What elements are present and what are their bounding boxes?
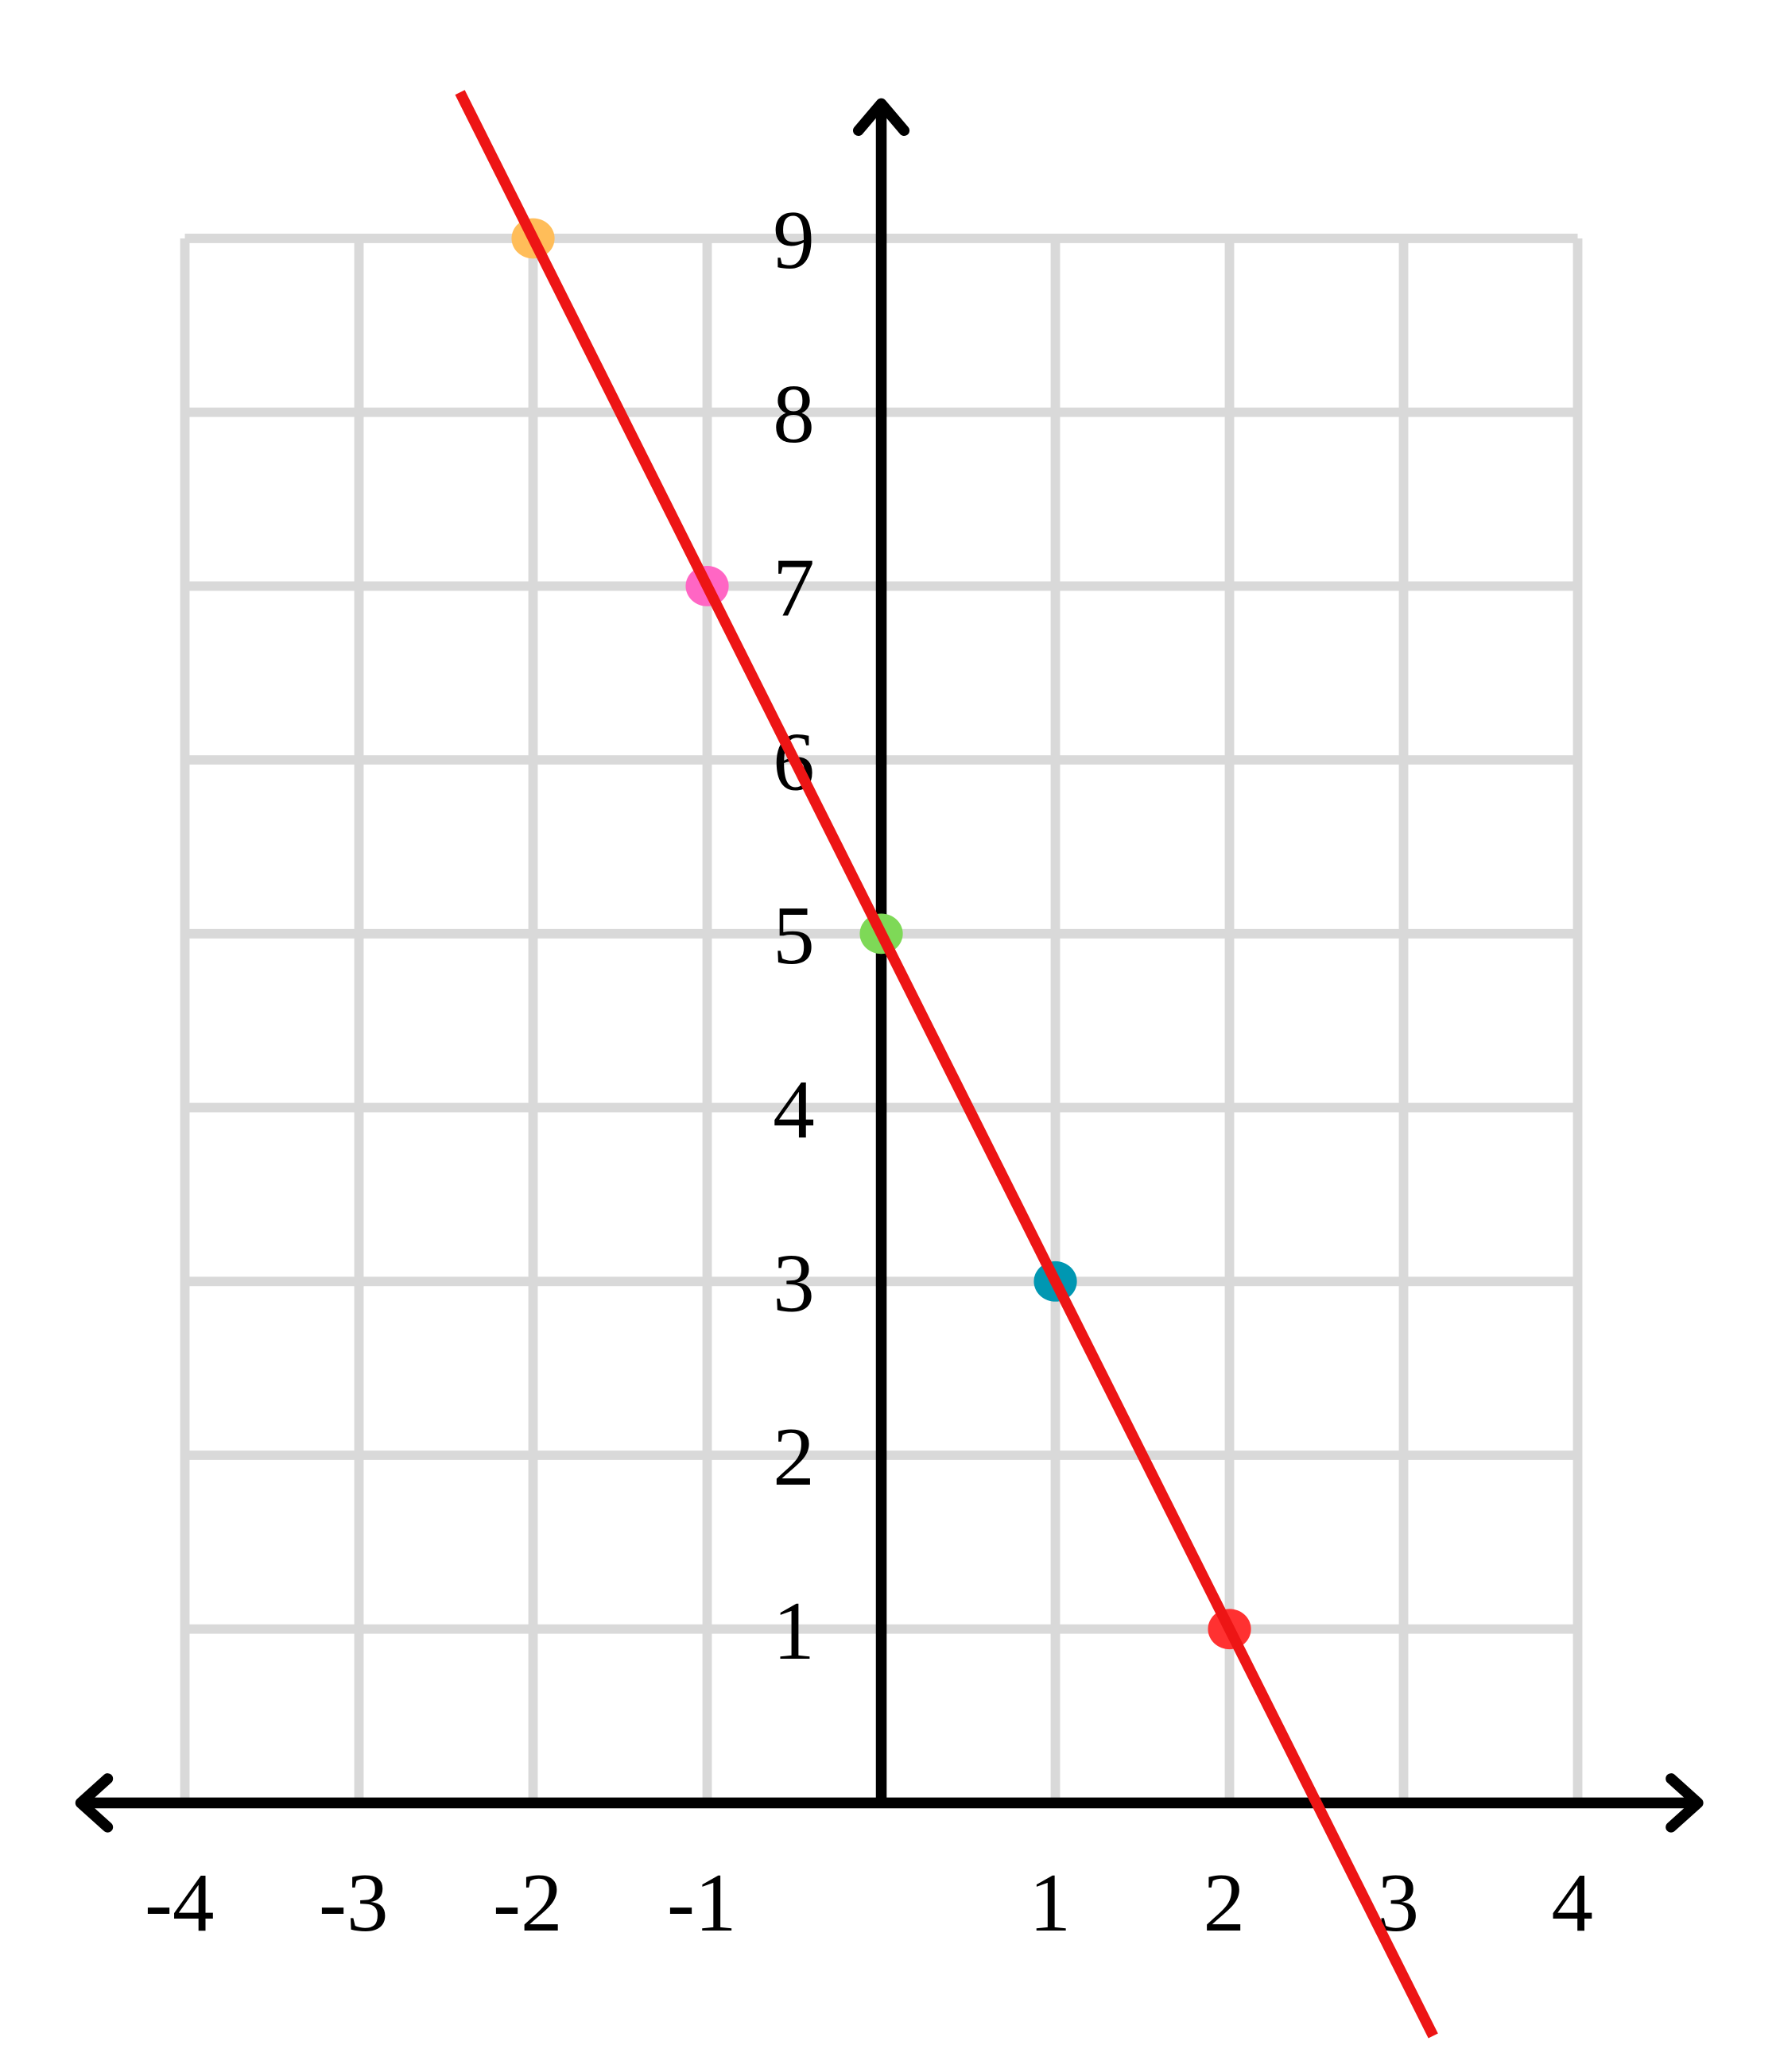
x-tick-label: -3	[319, 1856, 388, 1949]
axes	[75, 98, 1704, 1833]
y-tick-label: 4	[773, 1063, 814, 1156]
y-tick-label: 2	[773, 1410, 814, 1503]
x-tick-label: -2	[493, 1856, 562, 1949]
y-axis-up-arrow-icon	[852, 98, 910, 136]
y-tick-label: 8	[773, 367, 814, 460]
x-axis-left-arrow-icon	[75, 1773, 114, 1833]
x-axis-right-arrow-icon	[1665, 1773, 1704, 1833]
trend-line	[455, 90, 1438, 2039]
trend-line-group	[455, 90, 1438, 2039]
x-tick-label: -1	[667, 1856, 736, 1949]
x-tick-label: 1	[1030, 1856, 1071, 1949]
y-tick-label: 7	[773, 541, 814, 634]
y-tick-label: 5	[773, 889, 814, 982]
x-tick-label: 2	[1204, 1856, 1245, 1949]
y-tick-label: 9	[773, 193, 814, 286]
y-tick-label: 3	[773, 1237, 814, 1330]
y-tick-label: 1	[773, 1584, 814, 1677]
tick-labels: -4-3-2-11234123456789	[145, 193, 1593, 1949]
x-tick-label: 4	[1552, 1856, 1593, 1949]
x-tick-label: -4	[145, 1856, 214, 1949]
